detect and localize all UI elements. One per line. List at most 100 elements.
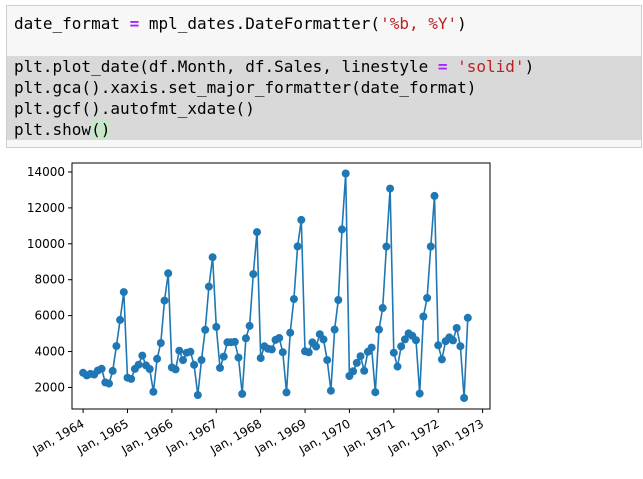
code-token: ) bbox=[524, 57, 535, 76]
data-point bbox=[208, 253, 217, 262]
data-point bbox=[400, 335, 409, 344]
data-point bbox=[241, 334, 250, 343]
data-point bbox=[145, 365, 154, 373]
data-point bbox=[460, 394, 469, 402]
data-point bbox=[134, 360, 143, 369]
data-point bbox=[245, 321, 254, 330]
data-point bbox=[230, 337, 239, 346]
data-point bbox=[153, 354, 162, 363]
data-point bbox=[452, 324, 461, 332]
data-point bbox=[238, 389, 247, 398]
code-line[interactable]: plt.show() bbox=[7, 119, 641, 140]
code-line[interactable]: plt.gca().xaxis.set_major_formatter(date… bbox=[7, 77, 641, 98]
code-token: ) bbox=[457, 14, 467, 33]
code-cell[interactable]: date_format = mpl_dates.DateFormatter('%… bbox=[6, 5, 642, 148]
data-point bbox=[415, 389, 424, 398]
data-point bbox=[393, 362, 402, 371]
data-point bbox=[212, 322, 221, 331]
data-point bbox=[352, 358, 361, 367]
code-token bbox=[447, 57, 457, 76]
data-point bbox=[179, 356, 187, 365]
data-point bbox=[386, 184, 395, 193]
data-point bbox=[341, 169, 350, 178]
code-token: mpl_dates.DateFormatter( bbox=[139, 14, 381, 33]
data-point bbox=[371, 388, 380, 397]
data-point bbox=[175, 346, 184, 355]
data-point bbox=[190, 360, 199, 369]
code-line[interactable] bbox=[7, 34, 641, 55]
data-point bbox=[334, 296, 343, 304]
y-tick-label: 12000 bbox=[27, 201, 65, 215]
data-point bbox=[378, 304, 387, 312]
data-point bbox=[430, 191, 439, 200]
code-line[interactable]: plt.plot_date(df.Month, df.Sales, linest… bbox=[7, 56, 641, 77]
y-tick-label: 2000 bbox=[34, 380, 65, 394]
y-tick-label: 4000 bbox=[34, 345, 65, 359]
data-point bbox=[149, 387, 158, 396]
data-point bbox=[286, 328, 295, 337]
data-point bbox=[256, 354, 265, 363]
operator: = bbox=[129, 14, 140, 33]
data-point bbox=[138, 351, 147, 360]
data-point bbox=[423, 294, 432, 302]
y-tick-label: 10000 bbox=[27, 237, 65, 251]
code-token: () bbox=[91, 120, 111, 139]
string-literal: '%b, %Y' bbox=[380, 14, 458, 33]
data-point bbox=[382, 242, 391, 251]
data-point bbox=[282, 388, 291, 397]
plot-frame bbox=[71, 162, 491, 410]
data-point bbox=[249, 270, 258, 279]
data-point bbox=[338, 225, 346, 234]
data-point bbox=[193, 391, 202, 400]
data-point bbox=[197, 356, 206, 364]
code-token: plt.gcf().autofmt_xdate() bbox=[14, 99, 255, 118]
data-point bbox=[105, 379, 113, 388]
data-point bbox=[219, 352, 228, 361]
operator: = bbox=[437, 57, 448, 76]
data-point bbox=[289, 295, 298, 304]
data-point bbox=[349, 367, 358, 376]
data-point bbox=[204, 282, 213, 291]
data-point bbox=[437, 355, 446, 364]
data-point bbox=[267, 345, 276, 354]
code-line[interactable]: date_format = mpl_dates.DateFormatter('%… bbox=[7, 13, 641, 34]
data-point bbox=[463, 313, 472, 322]
data-point bbox=[456, 342, 465, 351]
data-point bbox=[216, 363, 224, 372]
string-literal: 'solid' bbox=[457, 57, 525, 76]
data-point bbox=[127, 374, 136, 383]
data-point bbox=[375, 325, 383, 334]
data-point bbox=[360, 366, 369, 375]
code-token: date_format bbox=[14, 14, 130, 33]
y-tick-label: 6000 bbox=[34, 309, 65, 323]
data-point bbox=[312, 342, 321, 351]
code-token: plt.plot_date(df.Month, df.Sales, linest… bbox=[14, 57, 438, 76]
data-point bbox=[186, 347, 195, 356]
data-point bbox=[156, 339, 165, 347]
code-token: plt.show bbox=[14, 120, 92, 139]
data-point bbox=[275, 334, 284, 342]
data-point bbox=[323, 356, 332, 365]
data-point bbox=[112, 342, 121, 351]
data-point bbox=[419, 312, 428, 321]
data-point bbox=[330, 325, 339, 334]
data-point bbox=[119, 288, 128, 297]
data-point bbox=[164, 269, 173, 278]
data-point bbox=[367, 343, 376, 352]
data-point bbox=[116, 315, 125, 324]
y-tick-label: 8000 bbox=[34, 273, 65, 287]
data-point bbox=[356, 352, 365, 361]
data-point bbox=[449, 336, 457, 345]
data-point bbox=[253, 228, 261, 237]
data-point bbox=[293, 242, 302, 251]
code-line[interactable]: plt.gcf().autofmt_xdate() bbox=[7, 98, 641, 119]
code-token: plt.gca().xaxis.set_major_formatter(date… bbox=[14, 78, 477, 97]
data-point bbox=[319, 335, 328, 344]
data-point bbox=[297, 215, 306, 224]
data-point bbox=[171, 365, 180, 374]
data-point bbox=[278, 348, 287, 357]
data-point bbox=[97, 364, 106, 373]
data-point bbox=[412, 336, 420, 345]
data-point bbox=[389, 348, 398, 357]
